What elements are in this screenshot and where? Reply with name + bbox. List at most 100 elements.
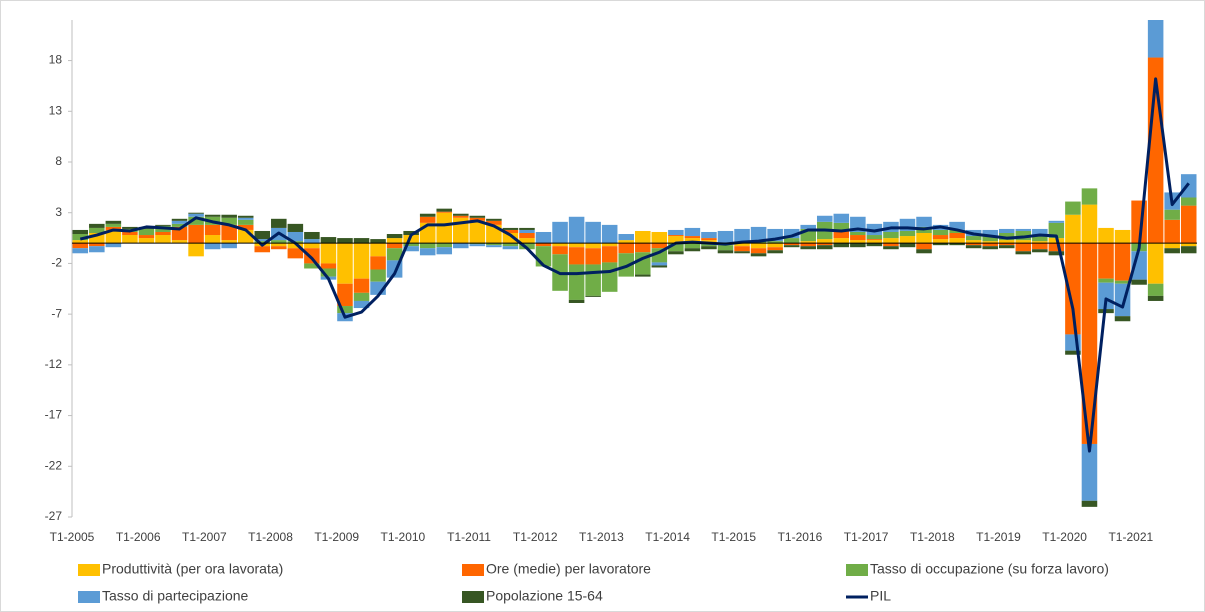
bar-segment bbox=[502, 233, 519, 244]
bar-segment bbox=[469, 215, 486, 218]
bar-segment bbox=[998, 245, 1015, 249]
bar-segment bbox=[535, 231, 552, 244]
bar-segment bbox=[105, 223, 122, 227]
bar-segment bbox=[883, 231, 899, 239]
legend-label: Produttività (per ora lavorata) bbox=[102, 561, 283, 577]
bar-segment bbox=[337, 243, 353, 284]
bar-segment bbox=[635, 274, 651, 277]
bar-segment bbox=[668, 235, 684, 237]
bar-segment bbox=[72, 229, 89, 235]
bar-segment bbox=[568, 264, 585, 300]
bar-segment bbox=[304, 231, 320, 240]
bar-segment bbox=[337, 238, 353, 244]
bar-segment bbox=[717, 230, 734, 244]
x-tick-label: T1-2013 bbox=[579, 530, 624, 544]
x-tick-label: T1-2018 bbox=[910, 530, 955, 544]
bar-segment bbox=[618, 243, 634, 254]
bar-segment bbox=[287, 231, 304, 242]
bar-segment bbox=[998, 228, 1015, 233]
bar-segment bbox=[883, 246, 899, 250]
x-tick-label: T1-2005 bbox=[50, 530, 95, 544]
bar-segment bbox=[552, 243, 568, 247]
bar-segment bbox=[1180, 197, 1197, 206]
bar-segment bbox=[701, 243, 717, 247]
bar-segment bbox=[486, 218, 502, 221]
bar-segment bbox=[171, 223, 188, 227]
bar-segment bbox=[965, 236, 982, 241]
bar-segment bbox=[701, 238, 717, 241]
bar-segment bbox=[486, 245, 502, 248]
bar-segment bbox=[353, 238, 370, 244]
bar-segment bbox=[949, 238, 965, 244]
bar-segment bbox=[469, 243, 486, 245]
bar-segment bbox=[1048, 220, 1065, 223]
bar-segment bbox=[1147, 295, 1164, 301]
x-tick-label: T1-2006 bbox=[116, 530, 161, 544]
bar-segment bbox=[568, 216, 585, 244]
bar-segment bbox=[436, 247, 453, 255]
x-tick-label: T1-2008 bbox=[248, 530, 293, 544]
bar-segment bbox=[1015, 243, 1032, 252]
x-tick-label: T1-2009 bbox=[314, 530, 359, 544]
bar-segment bbox=[1164, 209, 1180, 220]
bar-segment bbox=[734, 251, 750, 254]
bar-segment bbox=[204, 224, 221, 236]
bar-segment bbox=[237, 217, 254, 220]
bar-segment bbox=[998, 243, 1015, 246]
bar-segment bbox=[221, 243, 237, 249]
bar-segment bbox=[717, 250, 734, 254]
y-tick-label: -22 bbox=[45, 458, 63, 472]
y-tick-label: -7 bbox=[51, 306, 62, 320]
bar-segment bbox=[204, 243, 221, 250]
bar-segment bbox=[783, 228, 800, 239]
bar-segment bbox=[72, 234, 89, 241]
bar-segment bbox=[767, 250, 783, 254]
bar-segment bbox=[833, 213, 850, 223]
bar-segment bbox=[1098, 278, 1114, 283]
x-tick-label: T1-2012 bbox=[513, 530, 558, 544]
bar-segment bbox=[1114, 316, 1131, 322]
bar-segment bbox=[155, 224, 171, 226]
bar-segment bbox=[899, 236, 916, 244]
bar-segment bbox=[138, 238, 155, 244]
bar-segment bbox=[734, 246, 750, 252]
legend-label: PIL bbox=[870, 588, 891, 604]
bar-segment bbox=[1081, 243, 1098, 444]
bar-segment bbox=[453, 213, 469, 216]
bar-segment bbox=[370, 269, 386, 282]
bar-segment bbox=[734, 243, 750, 247]
bar-segment bbox=[353, 292, 370, 301]
x-tick-label: T1-2010 bbox=[381, 530, 426, 544]
bar-segment bbox=[816, 243, 833, 246]
bar-segment bbox=[701, 240, 717, 244]
bar-segment bbox=[965, 243, 982, 246]
bar-segment bbox=[403, 243, 419, 247]
bar-segment bbox=[519, 238, 535, 244]
bar-segment bbox=[684, 248, 701, 252]
bar-segment bbox=[419, 213, 436, 217]
bar-segment bbox=[800, 241, 816, 244]
legend-label: Ore (medie) per lavoratore bbox=[486, 561, 651, 577]
bar-segment bbox=[436, 208, 453, 212]
bar-segment bbox=[453, 243, 469, 249]
bar-segment bbox=[965, 245, 982, 249]
bar-segment bbox=[353, 300, 370, 309]
bar-segment bbox=[767, 243, 783, 248]
bar-segment bbox=[1048, 222, 1065, 239]
bar-segment bbox=[386, 238, 403, 244]
legend-label: Tasso di occupazione (su forza lavoro) bbox=[870, 561, 1109, 577]
bar-segment bbox=[502, 227, 519, 230]
bar-segment bbox=[122, 235, 138, 244]
legend-swatch bbox=[78, 564, 100, 576]
bar-segment bbox=[1131, 279, 1147, 285]
bar-segment bbox=[982, 236, 998, 242]
bar-segment bbox=[221, 214, 237, 218]
bar-segment bbox=[982, 246, 998, 250]
bar-segment bbox=[1015, 228, 1032, 231]
bar-segment bbox=[519, 233, 535, 239]
bar-segment bbox=[337, 283, 353, 307]
bar-segment bbox=[965, 240, 982, 244]
legend-label: Popolazione 15-64 bbox=[486, 588, 603, 604]
bar-segment bbox=[188, 224, 204, 244]
bar-segment bbox=[1032, 241, 1048, 244]
